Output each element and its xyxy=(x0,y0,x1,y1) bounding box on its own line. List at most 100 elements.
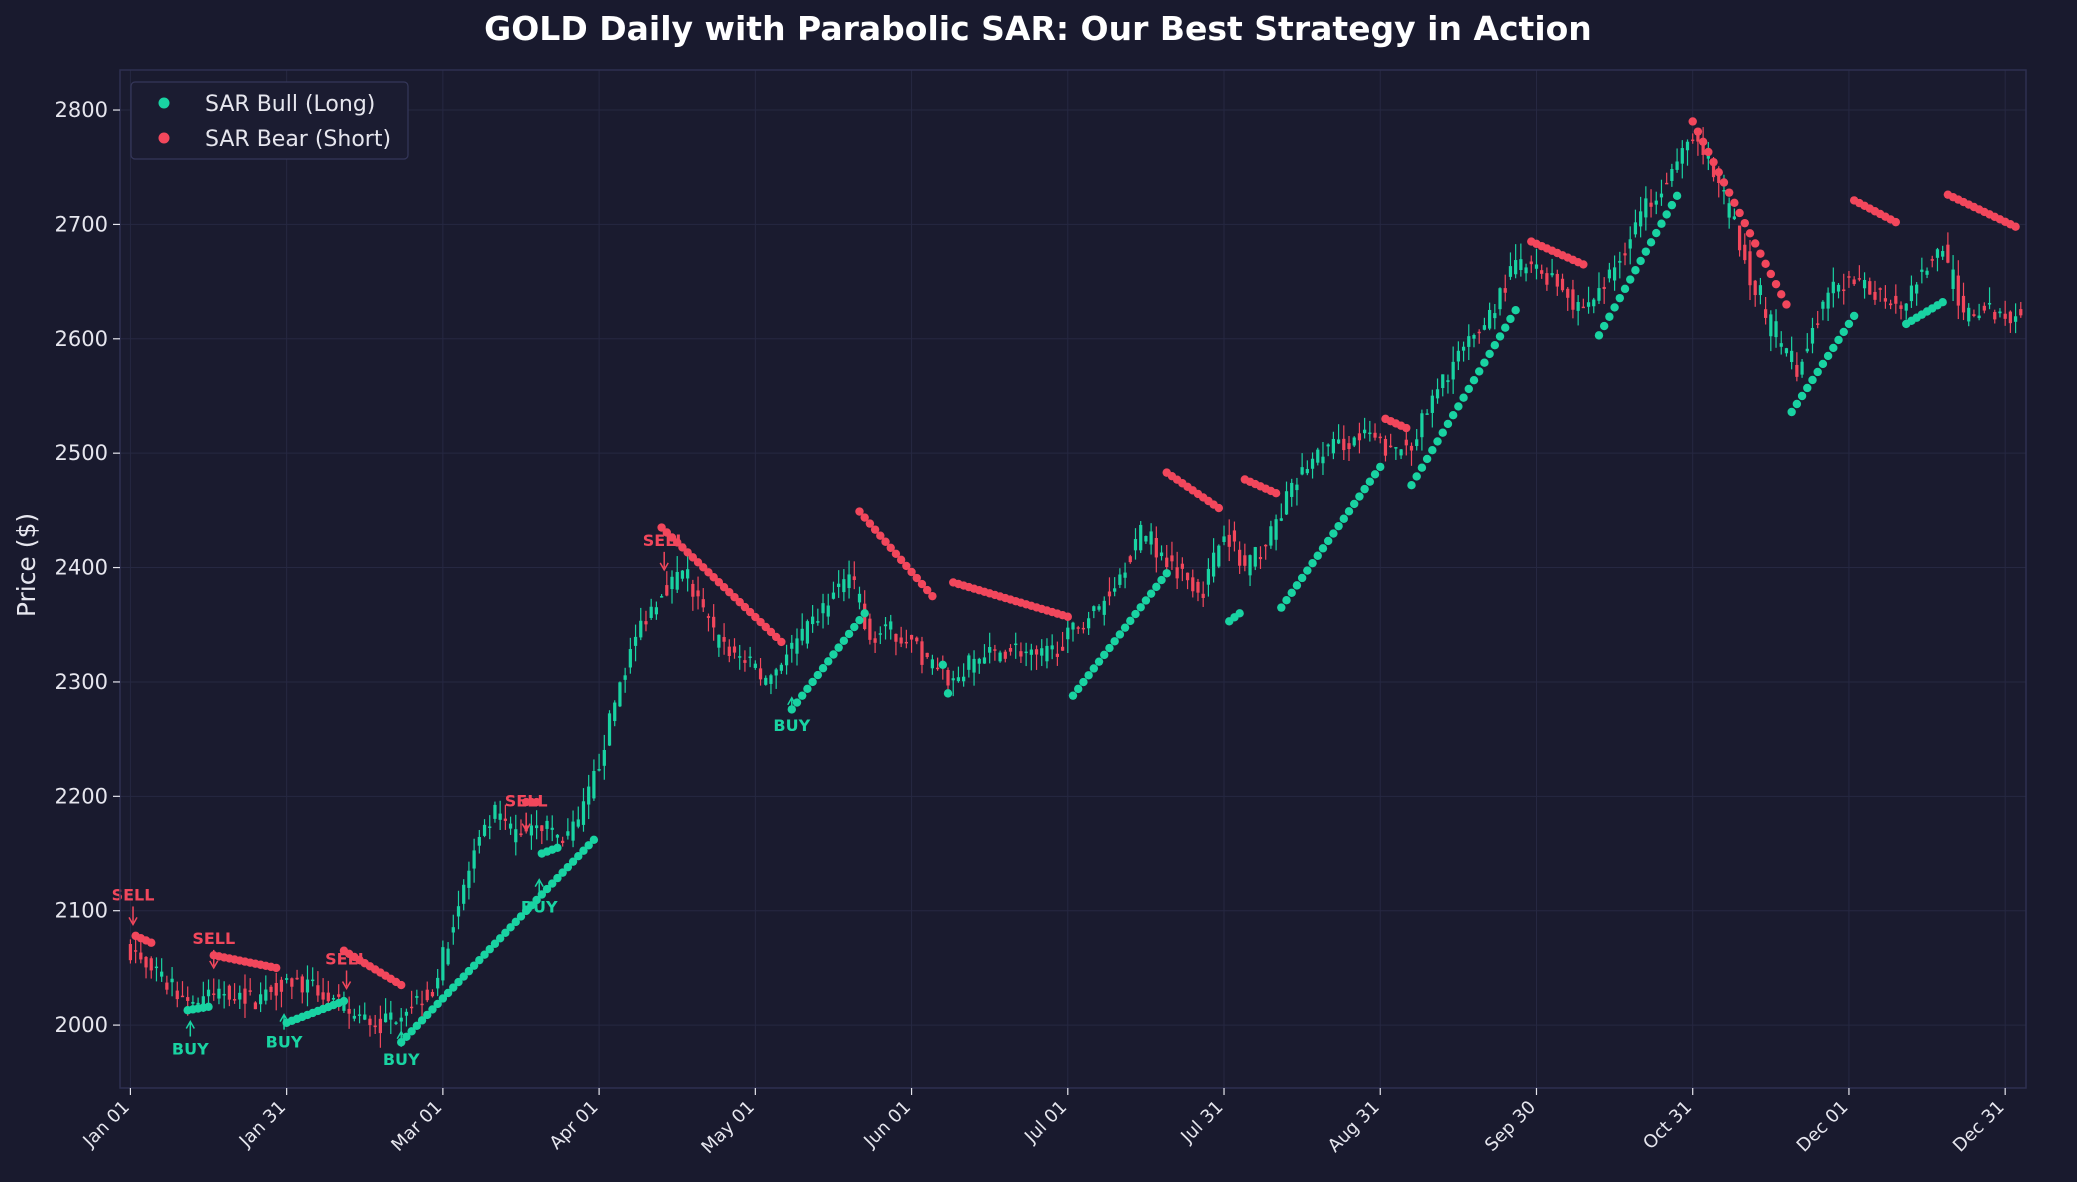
candle xyxy=(1300,453,1304,476)
candle-body xyxy=(451,927,455,933)
candle-body xyxy=(1050,645,1054,650)
candle xyxy=(795,628,799,666)
grid xyxy=(120,70,2026,1088)
sar-bull-point xyxy=(1365,477,1375,486)
candle-body xyxy=(300,976,304,993)
sar-bull-point xyxy=(1480,358,1489,367)
sar-bear-point xyxy=(1761,259,1770,269)
candle xyxy=(1159,545,1164,561)
candle-body xyxy=(206,989,211,997)
sar-bull-point xyxy=(501,928,510,938)
candle-body xyxy=(1753,280,1757,296)
sar-bear-point xyxy=(147,938,156,947)
sar-bull-point xyxy=(1428,446,1437,455)
sar-bear-point xyxy=(735,597,744,607)
candle-body xyxy=(555,834,560,838)
candle-body xyxy=(477,836,481,846)
candle-body xyxy=(139,952,143,960)
candle-body xyxy=(1482,325,1487,330)
candle-body xyxy=(701,599,705,608)
candle-body xyxy=(1722,190,1726,192)
candle-body xyxy=(712,616,716,628)
sar-bull-point xyxy=(1605,312,1614,321)
candle-body xyxy=(1649,202,1653,207)
x-tick-label: May 01 xyxy=(697,1097,758,1158)
candle xyxy=(1816,310,1820,329)
candle-body xyxy=(134,950,138,952)
candle xyxy=(998,650,1002,663)
candle-body xyxy=(592,770,596,799)
candle xyxy=(1899,301,1903,320)
candle-body xyxy=(1691,139,1695,142)
candle-body xyxy=(800,628,804,641)
sar-bull-point xyxy=(1282,595,1291,605)
y-axis-label: Price ($) xyxy=(12,513,41,617)
sar-bear-point xyxy=(678,543,687,552)
sar-bear-point xyxy=(730,592,739,602)
candle xyxy=(368,1015,372,1037)
candle-body xyxy=(508,823,513,829)
candle-body xyxy=(144,956,148,968)
sar-bull-point xyxy=(1141,596,1151,605)
candle xyxy=(1258,546,1263,569)
candle xyxy=(1456,341,1460,371)
candle-body xyxy=(1055,653,1059,657)
candle-body xyxy=(561,840,565,843)
candle xyxy=(889,614,893,640)
sar-bear-point xyxy=(1735,208,1744,218)
candle-body xyxy=(962,676,966,682)
candle xyxy=(2008,310,2012,333)
candle xyxy=(430,989,435,998)
candle xyxy=(857,586,862,610)
candle xyxy=(410,990,414,1014)
candle xyxy=(389,1000,393,1035)
sar-bull-point xyxy=(568,857,578,866)
sar-bear-point xyxy=(1730,198,1739,208)
candle-body xyxy=(956,677,961,682)
candle xyxy=(165,975,169,995)
candle xyxy=(852,561,856,590)
candle-body xyxy=(1972,314,1976,316)
candle xyxy=(925,652,929,659)
candle xyxy=(1493,304,1497,330)
candle-body xyxy=(540,825,544,832)
candle-body xyxy=(1883,298,1888,302)
candle-body xyxy=(1821,301,1825,309)
sar-bull-point xyxy=(1792,399,1802,409)
candle-body xyxy=(587,786,591,805)
sar-bull-point xyxy=(798,691,807,700)
candle-body xyxy=(1165,557,1169,568)
sar-bear-point xyxy=(855,507,864,516)
candle xyxy=(1826,287,1830,321)
candle xyxy=(2003,300,2007,326)
legend-box xyxy=(130,81,409,160)
candle-body xyxy=(149,958,153,971)
candle xyxy=(956,666,961,683)
candle-body xyxy=(1612,267,1617,281)
candle-body xyxy=(899,637,903,644)
candle xyxy=(1290,478,1294,507)
candle-body xyxy=(831,592,836,599)
candle xyxy=(1310,452,1315,479)
candle xyxy=(1128,554,1132,564)
candle xyxy=(1238,541,1242,574)
candle-body xyxy=(1092,606,1096,612)
sar-bull-point xyxy=(417,1016,427,1025)
sar-bull-point xyxy=(1485,349,1494,359)
x-tick-label: Apr 01 xyxy=(546,1097,603,1154)
sell-arrow-head xyxy=(659,562,669,572)
candle xyxy=(680,570,685,582)
candle-body xyxy=(607,713,612,746)
candle xyxy=(540,825,544,845)
candle xyxy=(1753,279,1757,307)
candle-body xyxy=(706,616,711,618)
candle-body xyxy=(1321,456,1325,464)
candle xyxy=(883,616,888,640)
candle-body xyxy=(1191,577,1195,592)
candle xyxy=(691,579,695,611)
candle xyxy=(144,956,148,979)
candle-body xyxy=(1170,555,1174,562)
candle-body xyxy=(331,997,336,1000)
candle xyxy=(753,660,757,670)
candle-body xyxy=(1118,574,1122,585)
